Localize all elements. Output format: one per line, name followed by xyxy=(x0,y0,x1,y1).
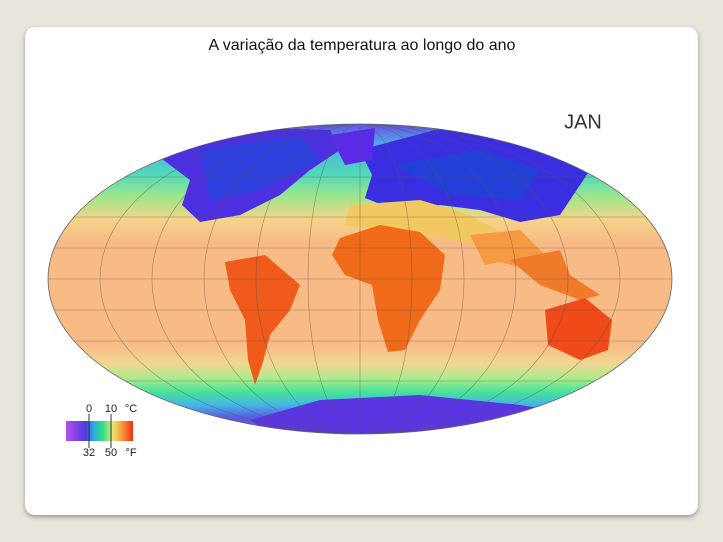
temperature-map xyxy=(48,124,672,434)
map-outline xyxy=(47,123,673,435)
celsius-label: 0 xyxy=(86,403,92,415)
celsius-unit: °C xyxy=(125,403,137,415)
fahrenheit-label: 32 xyxy=(83,447,95,459)
month-label: JAN xyxy=(564,111,602,133)
slide-title: A variação da temperatura ao longo do an… xyxy=(209,37,516,54)
legend-color-bar xyxy=(66,421,133,441)
legend: 0 10 °C 32 50 °F xyxy=(66,403,137,459)
fahrenheit-label: 50 xyxy=(105,447,117,459)
celsius-label: 10 xyxy=(105,403,117,415)
fahrenheit-unit: °F xyxy=(125,447,136,459)
